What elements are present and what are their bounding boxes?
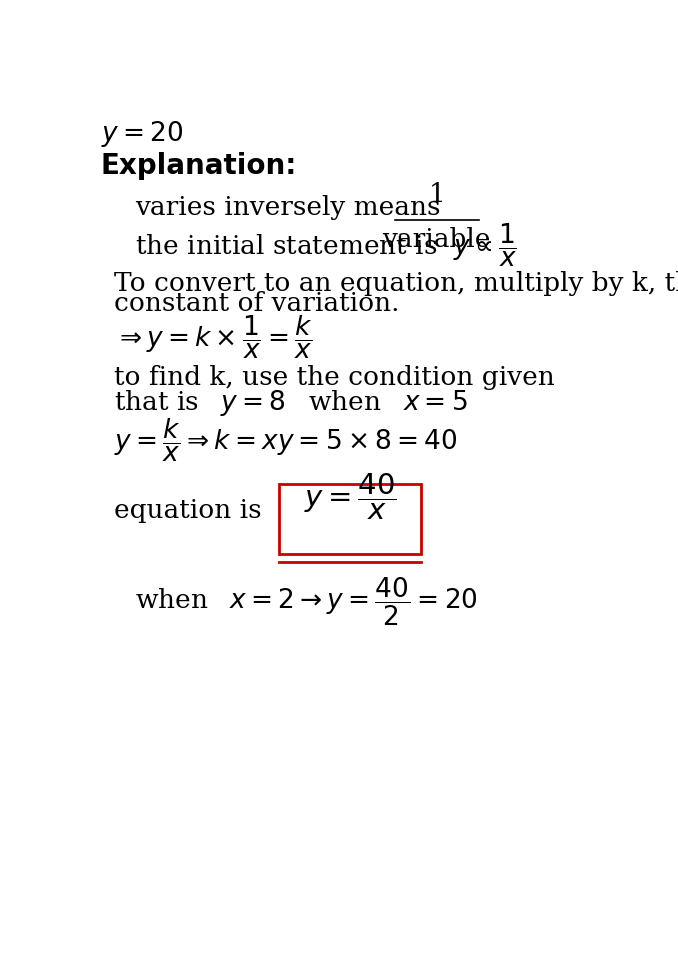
- Text: $y = 20$: $y = 20$: [100, 119, 183, 149]
- Text: the initial statement is  $y \propto \dfrac{1}{x}$: the initial statement is $y \propto \dfr…: [135, 222, 517, 269]
- Text: $y = \dfrac{40}{x}$: $y = \dfrac{40}{x}$: [304, 472, 397, 523]
- Text: equation is: equation is: [114, 498, 261, 523]
- Text: 1: 1: [428, 182, 445, 207]
- Text: varies inversely means: varies inversely means: [135, 195, 440, 220]
- Text: $y = \dfrac{k}{x} \Rightarrow k = xy = 5 \times 8 = 40$: $y = \dfrac{k}{x} \Rightarrow k = xy = 5…: [114, 417, 457, 464]
- Bar: [279, 484, 421, 554]
- Text: To convert to an equation, multiply by k, the: To convert to an equation, multiply by k…: [114, 270, 678, 295]
- Text: when $\;\; x = 2 \rightarrow y = \dfrac{40}{2} = 20$: when $\;\; x = 2 \rightarrow y = \dfrac{…: [135, 576, 477, 628]
- Text: Explanation:: Explanation:: [100, 152, 297, 180]
- Text: that is $\;\; y = 8 \;\;$ when $\;\; x = 5$: that is $\;\; y = 8 \;\;$ when $\;\; x =…: [114, 388, 467, 418]
- Text: variable: variable: [382, 227, 491, 252]
- Text: $\Rightarrow y = k \times \dfrac{1}{x} = \dfrac{k}{x}$: $\Rightarrow y = k \times \dfrac{1}{x} =…: [114, 314, 313, 362]
- Text: constant of variation.: constant of variation.: [114, 291, 399, 316]
- Text: to find k, use the condition given: to find k, use the condition given: [114, 364, 555, 389]
